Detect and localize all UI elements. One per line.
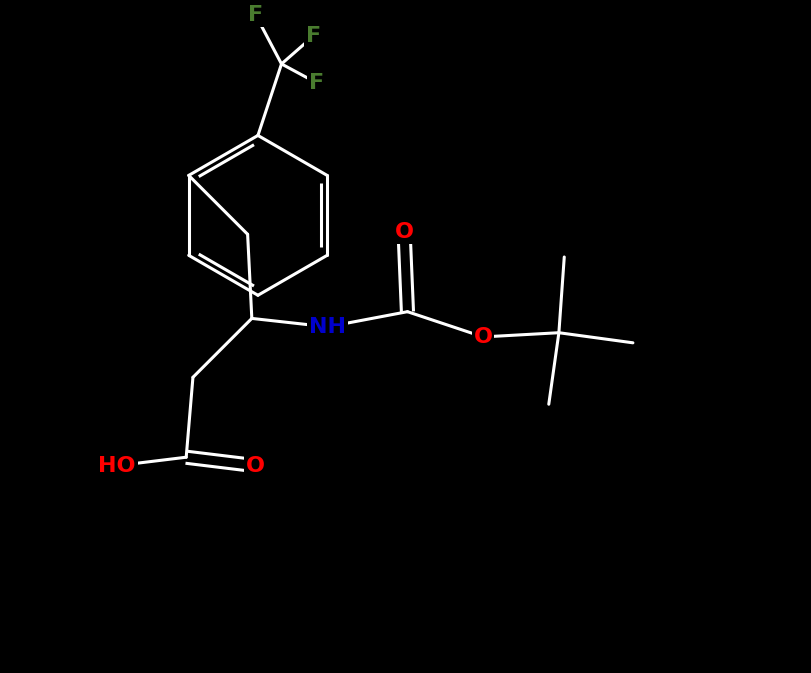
Text: O: O xyxy=(394,222,413,242)
Text: F: F xyxy=(306,26,321,46)
Text: HO: HO xyxy=(98,456,135,476)
Text: O: O xyxy=(246,456,264,476)
Text: F: F xyxy=(308,73,324,93)
Text: F: F xyxy=(248,5,263,26)
Text: O: O xyxy=(473,327,492,347)
Text: NH: NH xyxy=(309,317,345,336)
